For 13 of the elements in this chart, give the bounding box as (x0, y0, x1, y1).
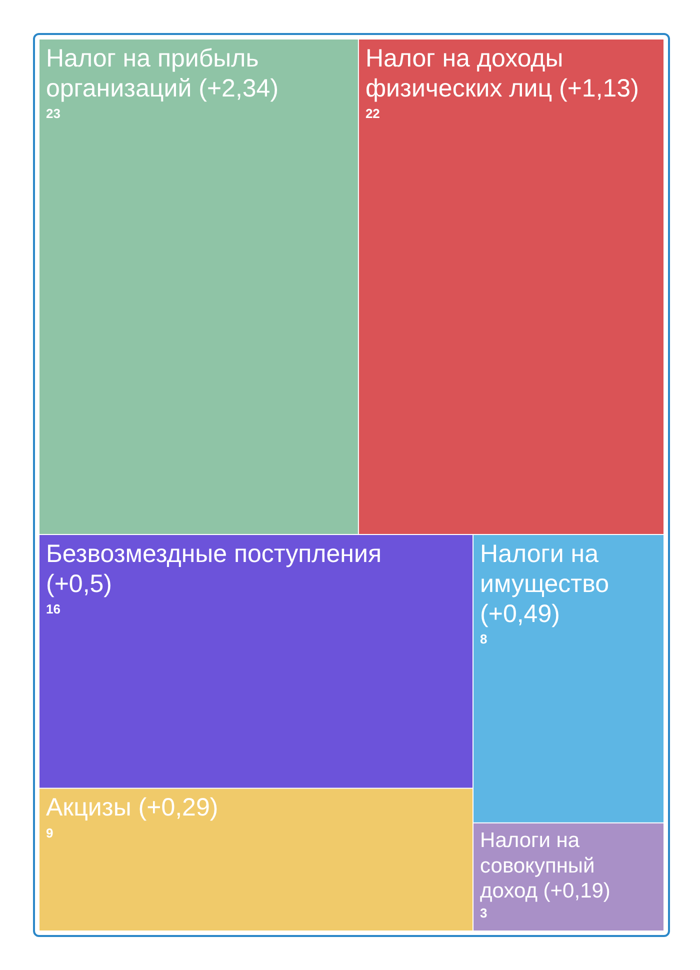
category-label: Налоги на совокупный доход (+0,19) (480, 829, 610, 903)
rounded-frame: Налог на прибыль организаций (+2,34) 23 Налог на доходы физических лиц (+1,13) 22 Безвозмездные поступления (+0,5) 16 Акцизы (+0,29) 9 Налоги на имущество (+0,49) 8 Налоги на совокупный доход (+0,19) 3 (33, 33, 670, 937)
data-label: 9 (46, 825, 54, 840)
category-label: Налоги на имущество (+0,49) (480, 540, 610, 628)
data-label: 23 (46, 106, 60, 122)
data-label: 16 (46, 602, 60, 617)
data-label: 22 (365, 106, 380, 122)
data-label: 3 (480, 906, 488, 921)
category-label: Налог на доходы физических лиц (+1,13) (365, 44, 639, 102)
category-label: Безвозмездные поступления (+0,5) (46, 540, 382, 598)
category-label: Акцизы (+0,29) (46, 794, 218, 822)
category-label: Налог на прибыль организаций (+2,34) (46, 44, 279, 102)
data-label: 8 (480, 632, 488, 647)
